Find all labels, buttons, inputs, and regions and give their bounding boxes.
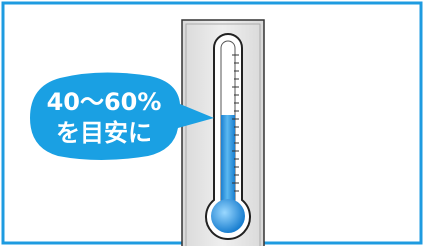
thermometer <box>182 20 264 246</box>
illustration: 40〜60% を目安に <box>0 0 424 246</box>
thermometer-bulb <box>211 199 245 233</box>
bubble-line: を目安に <box>56 119 152 147</box>
thermometer-liquid <box>221 115 235 210</box>
bubble-line: 40〜60% <box>47 88 162 116</box>
